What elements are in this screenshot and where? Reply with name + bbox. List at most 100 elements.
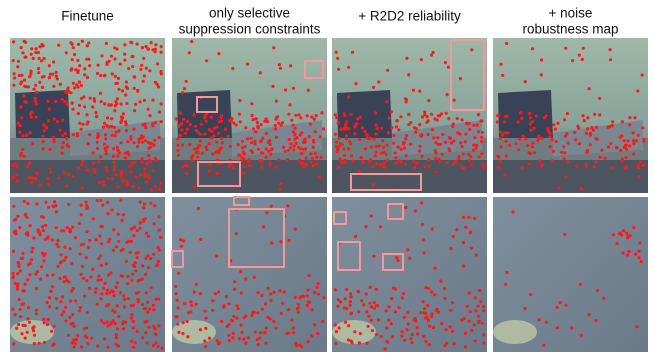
keypoint [32,236,35,239]
keypoint [457,155,460,158]
keypoint [66,103,69,106]
keypoint [231,336,234,339]
keypoint [508,144,511,147]
keypoint [387,305,390,308]
keypoint [130,316,133,319]
keypoint [180,245,183,248]
keypoint [126,140,129,143]
monitor [15,90,70,140]
keypoint [431,128,434,131]
keypoint [288,138,291,141]
keypoint [402,292,405,295]
keypoint [365,310,368,313]
keypoint [468,291,471,294]
keypoint [279,240,282,243]
keypoint [132,185,135,188]
keypoint [474,147,477,150]
keypoint [83,295,86,298]
keypoint [34,115,37,118]
keypoint [18,226,21,229]
keypoint [216,172,219,175]
keypoint [368,302,371,305]
keypoint [40,59,43,62]
keypoint [156,62,159,65]
keypoint [427,319,430,322]
keypoint [349,304,352,307]
keypoint [281,302,284,305]
keypoint [459,141,462,144]
keypoint [89,275,92,278]
keypoint [115,336,118,339]
keypoint [182,239,185,242]
keypoint [215,126,218,129]
keypoint [499,160,502,163]
keypoint [211,309,214,312]
keypoint [190,304,193,307]
keypoint [264,302,267,305]
keypoint [406,248,409,251]
keypoint [221,141,224,144]
keypoint [451,330,454,333]
keypoint [34,84,37,87]
keypoint [367,325,370,328]
keypoint [106,116,109,119]
keypoint [29,131,32,134]
keypoint [308,274,311,277]
keypoint [46,177,49,180]
keypoint [179,238,182,241]
keypoint [269,299,272,302]
keypoint [105,152,108,155]
keypoint [440,322,443,325]
keypoint [459,77,462,80]
keypoint [222,306,225,309]
keypoint [106,177,109,180]
keypoint [143,123,146,126]
keypoint [53,325,56,328]
keypoint [334,133,337,136]
keypoint [380,152,383,155]
keypoint [85,113,88,116]
keypoint [588,313,591,316]
keypoint [142,80,145,83]
keypoint [115,131,118,134]
keypoint [100,319,103,322]
keypoint [408,257,411,260]
keypoint [609,58,612,61]
keypoint [118,88,121,91]
keypoint [401,330,404,333]
keypoint [433,293,436,296]
keypoint [12,205,15,208]
keypoint [103,322,106,325]
keypoint [60,260,63,263]
keypoint [536,139,539,142]
keypoint [418,123,421,126]
keypoint [119,291,122,294]
keypoint [176,323,179,326]
keypoint [231,319,234,322]
keypoint [421,115,424,118]
keypoint [130,240,133,243]
keypoint [336,148,339,151]
keypoint [127,297,130,300]
keypoint [56,120,59,123]
keypoint [212,134,215,137]
keypoint [636,89,639,92]
keypoint [34,100,37,103]
keypoint [283,290,286,293]
keypoint [373,307,376,310]
keypoint [621,160,624,163]
keypoint [276,115,279,118]
keypoint [593,165,596,168]
keypoint [13,219,16,222]
keypoint [637,250,640,253]
keypoint [144,331,147,334]
keypoint [529,293,532,296]
keypoint [354,235,357,238]
keypoint [254,143,257,146]
keypoint [549,145,552,148]
keypoint [39,233,42,236]
keypoint [103,143,106,146]
keypoint [46,235,49,238]
keypoint [446,161,449,164]
keypoint [505,42,508,45]
